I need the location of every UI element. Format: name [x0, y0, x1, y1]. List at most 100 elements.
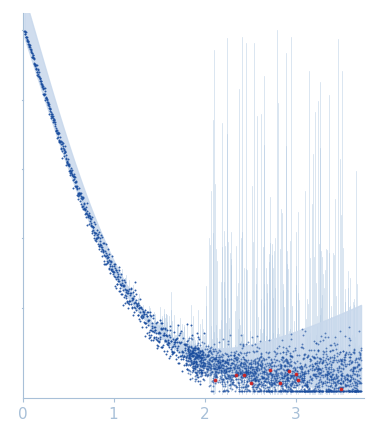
Point — [226, 371, 232, 378]
Point — [248, 369, 254, 376]
Point — [245, 368, 251, 375]
Point — [259, 362, 265, 369]
Point — [320, 371, 326, 378]
Point — [309, 377, 315, 384]
Point — [329, 387, 335, 394]
Point — [306, 387, 312, 394]
Point — [141, 319, 147, 326]
Point — [36, 73, 42, 80]
Point — [295, 376, 301, 383]
Point — [311, 354, 317, 361]
Point — [124, 300, 130, 307]
Point — [246, 375, 252, 382]
Point — [121, 277, 127, 284]
Point — [257, 381, 263, 388]
Point — [80, 202, 86, 209]
Point — [125, 287, 131, 294]
Point — [28, 50, 34, 57]
Point — [334, 378, 340, 385]
Point — [350, 368, 356, 375]
Point — [292, 387, 298, 394]
Point — [298, 378, 304, 385]
Point — [269, 387, 275, 394]
Point — [190, 349, 196, 356]
Point — [107, 261, 113, 268]
Point — [81, 201, 87, 208]
Point — [190, 362, 196, 369]
Point — [238, 360, 244, 367]
Point — [342, 350, 348, 357]
Point — [238, 356, 244, 363]
Point — [320, 387, 326, 394]
Point — [104, 259, 110, 266]
Point — [36, 70, 42, 77]
Point — [348, 350, 354, 357]
Point — [236, 385, 242, 392]
Point — [284, 366, 290, 373]
Point — [324, 378, 330, 385]
Point — [178, 355, 184, 362]
Point — [256, 354, 262, 361]
Point — [351, 387, 357, 394]
Point — [243, 382, 249, 389]
Point — [24, 34, 30, 41]
Point — [297, 387, 303, 394]
Point — [193, 358, 199, 365]
Point — [52, 119, 58, 126]
Point — [96, 246, 102, 253]
Point — [143, 320, 149, 327]
Point — [271, 380, 277, 387]
Point — [246, 387, 252, 394]
Point — [288, 357, 294, 364]
Point — [285, 386, 291, 393]
Point — [264, 383, 270, 390]
Point — [234, 357, 240, 364]
Point — [261, 373, 267, 380]
Point — [283, 367, 289, 374]
Point — [22, 30, 28, 37]
Point — [72, 178, 78, 185]
Point — [40, 84, 46, 91]
Point — [198, 369, 204, 376]
Point — [206, 359, 212, 366]
Point — [282, 372, 288, 379]
Point — [238, 370, 244, 377]
Point — [347, 354, 353, 361]
Point — [164, 337, 170, 344]
Point — [89, 228, 95, 235]
Point — [90, 226, 96, 233]
Point — [186, 353, 192, 360]
Point — [150, 315, 156, 322]
Point — [188, 347, 194, 354]
Point — [162, 325, 168, 332]
Point — [88, 213, 94, 220]
Point — [290, 383, 296, 390]
Point — [188, 358, 194, 365]
Point — [88, 216, 94, 223]
Point — [304, 382, 310, 388]
Point — [280, 366, 286, 373]
Point — [340, 347, 346, 354]
Point — [217, 357, 223, 364]
Point — [236, 387, 242, 394]
Point — [185, 345, 191, 352]
Point — [60, 144, 66, 151]
Point — [272, 386, 278, 393]
Point — [178, 339, 184, 346]
Point — [240, 374, 246, 381]
Point — [145, 322, 151, 329]
Point — [194, 367, 200, 374]
Point — [218, 367, 224, 374]
Point — [321, 348, 327, 355]
Point — [247, 368, 253, 375]
Point — [204, 363, 210, 370]
Point — [326, 387, 332, 394]
Point — [291, 364, 297, 371]
Point — [39, 83, 45, 90]
Point — [346, 382, 352, 389]
Point — [291, 378, 297, 385]
Point — [325, 387, 331, 394]
Point — [62, 148, 68, 155]
Point — [195, 348, 201, 355]
Point — [71, 170, 77, 177]
